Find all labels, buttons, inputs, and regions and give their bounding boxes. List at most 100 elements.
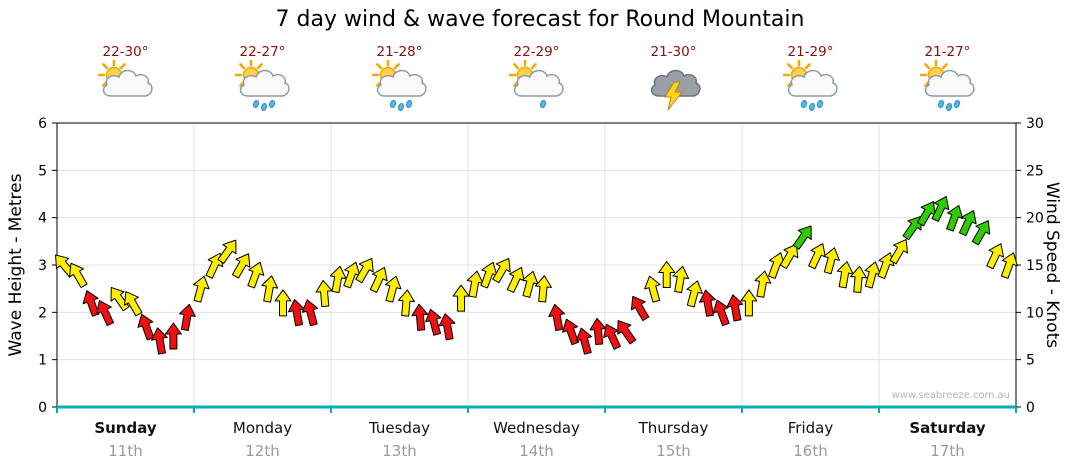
- right-tick-label: 20: [1026, 211, 1044, 227]
- left-axis-title: Wave Height - Metres: [6, 173, 26, 357]
- weather-storm-icon: [646, 60, 702, 116]
- wind-arrow-icon: [151, 327, 168, 355]
- wind-arrow-icon: [889, 239, 909, 265]
- wind-arrow-icon: [274, 289, 292, 317]
- day-label: Saturday: [909, 419, 986, 437]
- wind-arrow-icon: [712, 299, 730, 327]
- wind-arrow-icon: [452, 284, 470, 312]
- weather-sun-cloud-icon: [508, 58, 565, 116]
- wind-arrow-icon: [355, 257, 374, 284]
- left-tick-label: 4: [38, 211, 47, 227]
- wind-arrow-icon: [686, 280, 703, 308]
- wind-arrow-icon: [193, 275, 210, 303]
- day-date-label: 15th: [656, 442, 691, 460]
- day-date-label: 16th: [793, 442, 828, 460]
- watermark: www.seabreeze.com.au: [891, 390, 1010, 401]
- temperature-range: 21-30°: [650, 44, 697, 60]
- day-label: Friday: [787, 419, 834, 437]
- wind-arrow-icon: [986, 243, 1004, 270]
- wind-arrow-icon: [329, 265, 347, 294]
- wind-arrow-icon: [562, 318, 580, 346]
- wind-arrow-icon: [630, 295, 650, 322]
- wind-arrow-icon: [1000, 252, 1018, 279]
- wind-arrow-icon: [931, 195, 950, 222]
- wind-arrow-icon: [644, 275, 661, 303]
- day-date-label: 13th: [382, 442, 417, 460]
- wind-arrow-icon: [535, 275, 552, 303]
- wind-arrow-icon: [779, 243, 799, 270]
- wind-arrow-icon: [247, 261, 265, 289]
- wind-arrow-icon: [261, 275, 279, 303]
- wind-arrow-icon: [369, 266, 388, 293]
- wind-arrow-icon: [231, 253, 251, 279]
- wind-arrow-icon: [398, 289, 415, 317]
- right-axis-title: Wind Speed - Knots: [1042, 181, 1062, 349]
- temperature-range: 22-30°: [102, 44, 149, 60]
- wind-arrow-icon: [315, 279, 333, 308]
- right-tick-label: 30: [1026, 116, 1044, 132]
- wind-arrow-icon: [123, 291, 143, 317]
- wind-arrow-icon: [425, 308, 442, 336]
- day-label: Tuesday: [368, 419, 431, 437]
- day-date-label: 17th: [930, 442, 965, 460]
- wind-arrow-icon: [69, 262, 88, 289]
- day-label: Wednesday: [493, 419, 580, 437]
- wind-arrow-icon: [384, 275, 402, 303]
- wind-arrow-icon: [877, 252, 895, 279]
- right-tick-label: 15: [1026, 258, 1044, 274]
- temperature-range: 21-29°: [787, 44, 834, 60]
- weather-sun-cloud-icon: [234, 58, 291, 116]
- left-tick-label: 0: [38, 400, 47, 416]
- wind-arrow-icon: [575, 327, 593, 355]
- wind-arrow-icon: [438, 313, 456, 341]
- wind-arrow-icon: [754, 270, 772, 298]
- day-date-label: 11th: [108, 442, 143, 460]
- right-tick-label: 25: [1026, 163, 1044, 179]
- wind-arrow-icon: [836, 261, 854, 289]
- left-tick-label: 6: [38, 116, 47, 132]
- wind-arrow-icon: [726, 294, 744, 322]
- left-tick-label: 3: [38, 258, 47, 274]
- temperature-range: 22-27°: [239, 44, 286, 60]
- wind-arrow-icon: [179, 303, 196, 332]
- left-tick-label: 1: [38, 353, 47, 369]
- wind-arrow-icon: [823, 247, 840, 275]
- page-title: 7 day wind & wave forecast for Round Mou…: [275, 7, 805, 32]
- wind-arrow-icon: [902, 215, 922, 241]
- wind-arrow-icon: [792, 225, 812, 250]
- right-tick-label: 10: [1026, 305, 1044, 321]
- wind-arrow-icon: [740, 289, 758, 317]
- wind-arrow-icon: [301, 299, 319, 327]
- wind-arrow-icon: [672, 265, 690, 294]
- weather-sun-cloud-icon: [782, 58, 839, 116]
- right-tick-label: 5: [1026, 353, 1035, 369]
- wind-arrow-icon: [658, 261, 676, 288]
- left-tick-label: 5: [38, 163, 47, 179]
- day-label: Thursday: [638, 419, 709, 437]
- right-tick-label: 0: [1026, 400, 1035, 416]
- wind-arrow-icon: [164, 322, 182, 350]
- temperature-range: 21-27°: [924, 44, 971, 60]
- weather-sun-cloud-icon: [97, 58, 154, 116]
- wind-arrow-icon: [617, 320, 637, 345]
- left-tick-label: 2: [38, 305, 47, 321]
- day-label: Sunday: [94, 419, 157, 437]
- wind-arrow-icon: [946, 204, 964, 232]
- wind-arrow-icon: [492, 257, 511, 284]
- weather-sun-cloud-icon: [919, 58, 976, 116]
- wind-arrow-icon: [971, 220, 991, 246]
- wind-arrow-icon: [96, 300, 115, 327]
- wind-arrow-icon: [850, 265, 868, 293]
- wind-arrow-icon: [137, 313, 155, 341]
- wind-arrow-icon: [548, 303, 566, 332]
- day-date-label: 14th: [519, 442, 554, 460]
- day-label: Monday: [232, 419, 293, 437]
- day-date-label: 12th: [245, 442, 280, 460]
- weather-sun-cloud-icon: [371, 58, 428, 116]
- wind-arrow-icon: [82, 290, 100, 317]
- wind-arrow-icon: [411, 303, 429, 331]
- wind-arrow-icon: [958, 210, 977, 237]
- wind-arrow-icon: [217, 239, 237, 264]
- temperature-range: 21-28°: [376, 44, 423, 60]
